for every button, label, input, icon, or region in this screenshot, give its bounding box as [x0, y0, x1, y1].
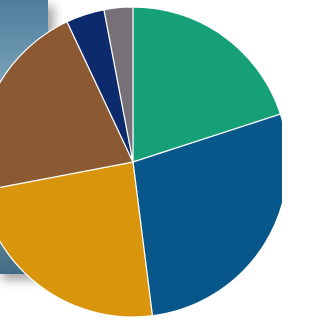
chart: [0, 0, 282, 320]
page: {"chart_data": {"type": "pie", "values":…: [0, 0, 282, 320]
pie: [0, 7, 282, 317]
pie-slice: [0, 162, 152, 317]
